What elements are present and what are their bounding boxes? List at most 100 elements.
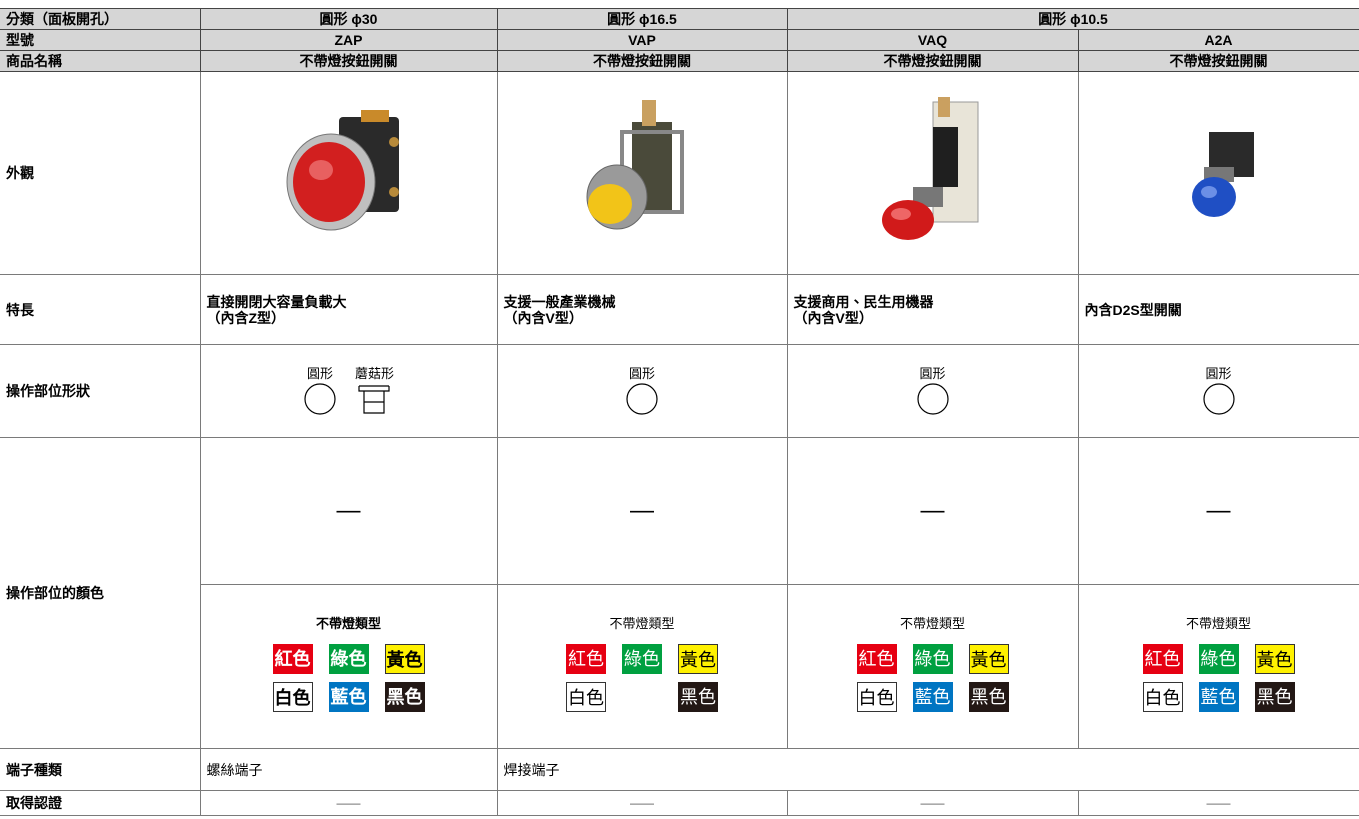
feature-line: （內含V型） bbox=[793, 309, 873, 326]
terminal-cell: 焊接端子 bbox=[496, 748, 1359, 791]
table-body: 分類（面板開孔） 圓形 ϕ30 圓形 ϕ16.5 圓形 ϕ10.5 型號 ZAP VAP VA… bbox=[0, 8, 1359, 816]
shape-name: 圓形 bbox=[1205, 366, 1232, 381]
color-swatch: 白色 bbox=[1142, 682, 1183, 712]
table-row: 分類（面板開孔） 圓形 ϕ30 圓形 ϕ16.5 圓形 ϕ10.5 bbox=[0, 8, 1359, 30]
row-label: 型號 bbox=[0, 29, 201, 51]
unlit-title: 不帶燈類型 bbox=[315, 616, 381, 631]
model-cell: VAQ bbox=[786, 29, 1079, 51]
shape-icon bbox=[357, 382, 391, 419]
color-swatch: 黑色 bbox=[1254, 682, 1295, 712]
model-cell: A2A bbox=[1077, 29, 1359, 51]
shape-cell: 圓形 bbox=[1077, 344, 1359, 438]
spec-table: 分類（面板開孔） 圓形 ϕ30 圓形 ϕ16.5 圓形 ϕ10.5 型號 ZAP VAP VA… bbox=[0, 8, 1359, 816]
product-illustration bbox=[286, 109, 399, 230]
color-swatch: 藍色 bbox=[912, 682, 953, 712]
shape-cell: 圓形 bbox=[496, 344, 788, 438]
color-swatch: 綠色 bbox=[328, 644, 369, 674]
row-label: 分類（面板開孔） bbox=[0, 8, 201, 30]
shape-group: 圓形 bbox=[794, 363, 1072, 419]
color-swatch: 綠色 bbox=[1198, 644, 1239, 674]
shape-item: 圓形 bbox=[1202, 363, 1236, 419]
row-label: 取得認證 bbox=[0, 790, 201, 816]
feature-line: 支援商用、民生用機器 bbox=[793, 293, 934, 310]
shape-icon bbox=[303, 382, 337, 419]
feature-line: 直接開閉大容量負載大 bbox=[206, 293, 347, 310]
swatch-row: 白色 藍色 黑色 bbox=[1085, 682, 1353, 712]
shape-item: 圓形 bbox=[303, 363, 337, 419]
feature-line: 支援一般產業機械 bbox=[503, 293, 616, 310]
color-swatch: 綠色 bbox=[622, 644, 662, 674]
shape-icon bbox=[916, 382, 950, 419]
swatch-row: 紅色 綠色 黃色 bbox=[1085, 644, 1353, 674]
feature-cell: 支援一般產業機械 （內含V型） bbox=[496, 274, 788, 345]
shape-item: 圓形 bbox=[625, 363, 659, 419]
swatch-gap bbox=[622, 682, 662, 712]
lit-color-cell: — bbox=[1077, 437, 1359, 585]
swatch-row: 紅色 綠色 黃色 bbox=[207, 644, 491, 674]
product-name-cell: 不帶燈按鈕開關 bbox=[786, 50, 1079, 72]
swatch-row: 白色 藍色 黑色 bbox=[207, 682, 491, 712]
product-image bbox=[199, 71, 498, 275]
shape-item: 蘑菇形 bbox=[355, 363, 394, 419]
row-label: 操作部位的顏色 bbox=[0, 437, 201, 749]
shape-group: 圓形 bbox=[1085, 363, 1353, 419]
shape-icon bbox=[1202, 382, 1236, 419]
feature-line: （內含Z型） bbox=[206, 309, 286, 326]
shape-item: 圓形 bbox=[916, 363, 950, 419]
unlit-title: 不帶燈類型 bbox=[899, 616, 965, 631]
unlit-color-cell: 不帶燈類型紅色 綠色 黃色 白色 黑色 bbox=[496, 584, 788, 749]
color-swatch: 黑色 bbox=[968, 682, 1009, 712]
swatch-row: 紅色 綠色 黃色 bbox=[794, 644, 1072, 674]
unlit-color-cell: 不帶燈類型紅色 綠色 黃色 白色 藍色 黑色 bbox=[1077, 584, 1359, 749]
lit-color-cell: — bbox=[786, 437, 1079, 585]
row-label: 操作部位形狀 bbox=[0, 344, 201, 438]
product-illustration bbox=[586, 99, 684, 229]
shape-cell: 圓形 bbox=[786, 344, 1079, 438]
shape-icon bbox=[625, 382, 659, 419]
shape-name: 圓形 bbox=[628, 366, 655, 381]
category-cell: 圓形 ϕ10.5 bbox=[786, 8, 1359, 30]
lit-color-cell: — bbox=[199, 437, 498, 585]
category-cell: 圓形 ϕ30 bbox=[199, 8, 498, 30]
swatch-row: 白色 黑色 bbox=[504, 682, 781, 712]
color-swatch: 綠色 bbox=[912, 644, 953, 674]
unlit-color-cell: 不帶燈類型紅色 綠色 黃色 白色 藍色 黑色 bbox=[200, 584, 498, 749]
model-cell: ZAP bbox=[199, 29, 498, 51]
unlit-title: 不帶燈類型 bbox=[1186, 616, 1252, 631]
row-label: 外觀 bbox=[0, 71, 201, 275]
row-label: 商品名稱 bbox=[0, 50, 201, 72]
color-swatch: 黃色 bbox=[678, 644, 718, 674]
color-swatch: 紅色 bbox=[272, 644, 313, 674]
certification-cell: —— bbox=[1077, 790, 1359, 816]
table-row: 操作部位的顏色 — — — — bbox=[0, 437, 1359, 749]
shape-group: 圓形 bbox=[504, 363, 781, 419]
table-row: 型號 ZAP VAP VAQ A2A bbox=[0, 29, 1359, 51]
color-swatch: 白色 bbox=[566, 682, 606, 712]
feature-cell: 支援商用、民生用機器 （內含V型） bbox=[786, 274, 1079, 345]
certification-cell: —— bbox=[786, 790, 1079, 816]
color-swatch: 白色 bbox=[272, 682, 313, 712]
table-row: 取得認證 —— —— —— —— bbox=[0, 790, 1359, 816]
table-row: 特長 直接開閉大容量負載大 （內含Z型） 支援一般產業機械 （內含V型） 支援商用、民生用… bbox=[0, 274, 1359, 345]
color-swatch: 紅色 bbox=[1142, 644, 1183, 674]
shape-name: 圓形 bbox=[306, 366, 333, 381]
shape-cell: 圓形 蘑菇形 bbox=[199, 344, 498, 438]
color-swatch: 黑色 bbox=[384, 682, 425, 712]
terminal-cell: 螺絲端子 bbox=[199, 748, 498, 791]
swatch-row: 紅色 綠色 黃色 bbox=[504, 644, 781, 674]
color-swatch: 紅色 bbox=[856, 644, 897, 674]
lit-color-cell: — bbox=[496, 437, 788, 585]
product-name-cell: 不帶燈按鈕開關 bbox=[1077, 50, 1359, 72]
product-name-cell: 不帶燈按鈕開關 bbox=[199, 50, 498, 72]
shape-name: 蘑菇形 bbox=[354, 366, 394, 381]
unlit-title: 不帶燈類型 bbox=[609, 616, 675, 631]
shape-group: 圓形 蘑菇形 bbox=[207, 363, 491, 419]
table-row: 不帶燈類型 紅色 綠色 黃色 白色 藍色 黑色 不帶燈類型 紅色 綠色 黃色 白色 黑色 不帶燈類型 紅色綠… bbox=[0, 584, 1359, 749]
table-row: 商品名稱 不帶燈按鈕開關 不帶燈按鈕開關 不帶燈按鈕開關 不帶燈按鈕開關 bbox=[0, 50, 1359, 72]
product-image bbox=[496, 71, 788, 275]
table-row: 外觀 bbox=[0, 71, 1359, 275]
certification-cell: —— bbox=[496, 790, 788, 816]
product-illustration bbox=[1191, 131, 1254, 217]
row-label: 特長 bbox=[0, 274, 201, 345]
feature-line: （內含V型） bbox=[503, 309, 583, 326]
